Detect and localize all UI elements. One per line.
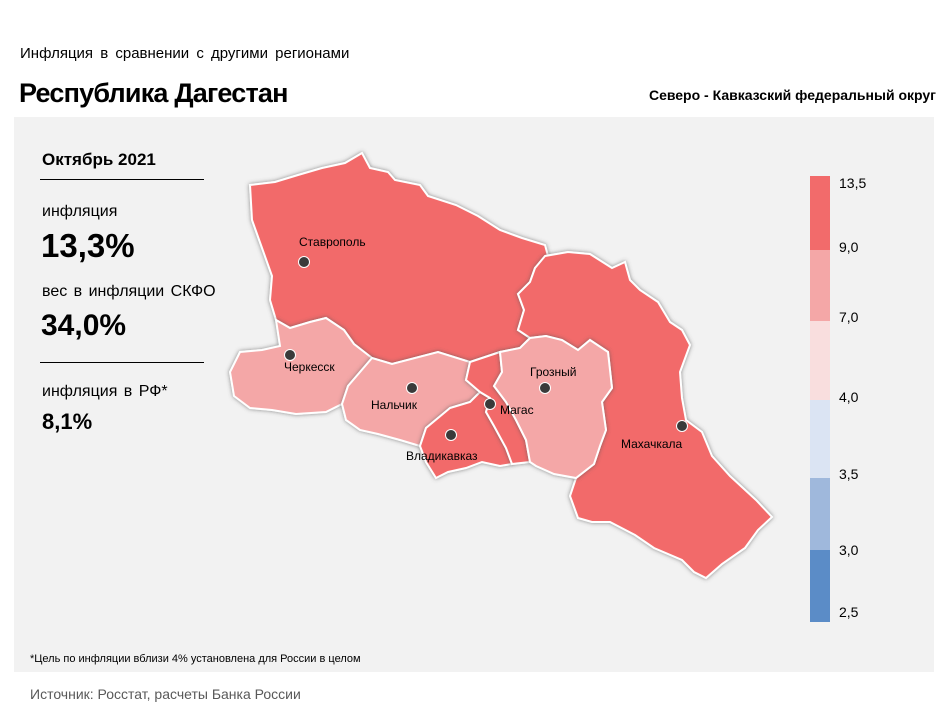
city-label: Магас xyxy=(500,403,534,417)
city-label: Черкесск xyxy=(284,360,335,374)
period-label: Октябрь 2021 xyxy=(42,150,156,169)
legend-tick: 13,5 xyxy=(839,175,867,191)
legend-color-bar xyxy=(810,176,830,622)
region-karachay-cherkessia[interactable] xyxy=(228,316,374,416)
divider xyxy=(40,362,204,363)
legend-tick: 3,5 xyxy=(839,466,859,482)
city-label: Владикавказ xyxy=(406,449,478,463)
city-label: Махачкала xyxy=(621,437,683,451)
city-dot xyxy=(539,382,551,394)
source-note: Источник: Росстат, расчеты Банка России xyxy=(30,686,301,702)
city-dot xyxy=(406,382,418,394)
city-grozny[interactable]: Грозный xyxy=(530,365,577,394)
city-cherkessk[interactable]: Черкесск xyxy=(284,349,335,375)
page-title: Республика Дагестан xyxy=(19,78,288,108)
legend-tick: 4,0 xyxy=(839,389,859,405)
legend-tick: 7,0 xyxy=(839,309,859,325)
city-dot xyxy=(284,349,296,361)
city-makhachkala[interactable]: Махачкала xyxy=(621,420,688,452)
city-magas[interactable]: Магас xyxy=(484,398,534,418)
city-dot xyxy=(676,420,688,432)
divider xyxy=(40,179,204,180)
city-dot xyxy=(298,256,310,268)
legend-swatch xyxy=(810,400,830,478)
district-name: Северо - Кавказский федеральный округ xyxy=(648,87,936,103)
legend-swatch xyxy=(810,250,830,321)
city-label: Грозный xyxy=(530,365,577,379)
weight-value: 34,0% xyxy=(41,309,127,342)
legend-swatch xyxy=(810,550,830,622)
legend-swatch xyxy=(810,176,830,250)
rf-inflation-value: 8,1% xyxy=(42,409,93,434)
inflation-value: 13,3% xyxy=(41,227,135,264)
city-label: Нальчик xyxy=(371,398,418,412)
city-nalchik[interactable]: Нальчик xyxy=(371,382,418,413)
rf-inflation-label: инфляция в РФ* xyxy=(42,383,168,400)
city-vladikavkaz[interactable]: Владикавказ xyxy=(406,429,478,464)
legend-swatch xyxy=(810,478,830,550)
inflation-label: инфляция xyxy=(42,203,118,220)
weight-label: вес в инфляции СКФО xyxy=(42,283,216,300)
legend-tick: 3,0 xyxy=(839,542,859,558)
footnote: *Цель по инфляции вблизи 4% установлена … xyxy=(30,653,361,665)
legend-tick: 9,0 xyxy=(839,239,859,255)
city-dot xyxy=(445,429,457,441)
page-subtitle: Инфляция в сравнении с другими регионами xyxy=(20,45,350,62)
region-chechnya[interactable] xyxy=(492,334,614,480)
city-stavropol[interactable]: Ставрополь xyxy=(298,235,366,268)
legend-tick: 2,5 xyxy=(839,604,859,620)
legend-swatch xyxy=(810,321,830,400)
city-dot xyxy=(484,398,496,410)
city-label: Ставрополь xyxy=(299,235,366,249)
